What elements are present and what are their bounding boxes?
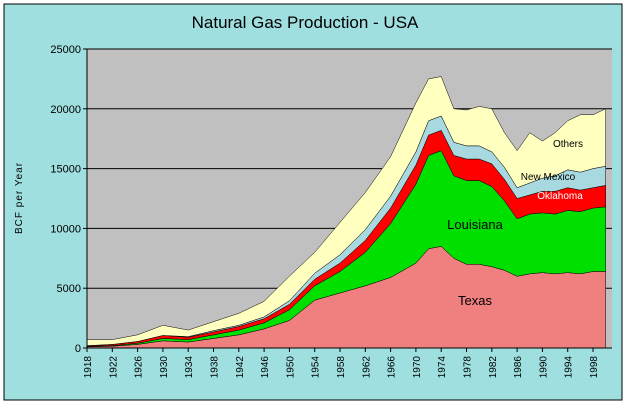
series-label: Texas [458,293,492,308]
x-tick-label: 1962 [361,356,372,379]
x-tick-label: 1998 [589,356,600,379]
x-tick-label: 1946 [260,356,271,379]
x-tick-label: 1958 [336,356,347,379]
x-tick-label: 1954 [311,356,322,379]
x-tick-label: 1950 [285,356,296,379]
y-axis-label: BCF per Year [14,162,25,234]
x-tick-label: 1978 [463,356,474,379]
chart-title: Natural Gas Production - USA [192,13,419,32]
y-tick-label: 5000 [57,283,81,295]
x-tick-label: 1990 [538,356,549,379]
x-tick-label: 1974 [437,356,448,379]
x-tick-label: 1982 [488,356,499,379]
x-tick-label: 1922 [108,356,119,379]
series-label: Others [553,139,583,150]
x-tick-label: 1934 [184,356,195,379]
x-tick-label: 1918 [83,356,94,379]
area [86,76,606,346]
series-label: Louisiana [447,217,503,232]
x-tick-label: 1966 [387,356,398,379]
y-tick-label: 25000 [50,44,81,56]
y-tick-label: 0 [75,343,81,355]
series-label: New Mexico [521,172,576,183]
x-tick-label: 1926 [134,356,145,379]
x-tick-label: 1970 [412,356,423,379]
series-label: Oklahoma [537,191,583,202]
x-tick-label: 1994 [564,356,575,379]
x-tick-label: 1938 [210,356,221,379]
x-tick-label: 1986 [513,356,524,379]
x-tick-label: 1930 [159,356,170,379]
x-tick-label: 1942 [235,356,246,379]
y-tick-label: 15000 [50,164,81,176]
y-tick-label: 10000 [50,223,81,235]
y-tick-label: 20000 [50,104,81,116]
